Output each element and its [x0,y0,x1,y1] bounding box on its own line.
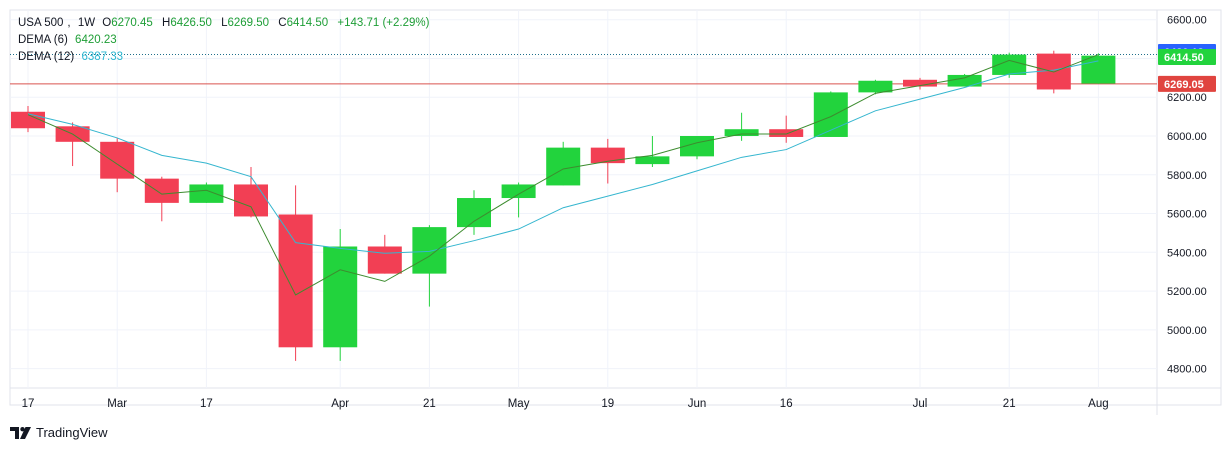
open-label: O [102,17,112,29]
y-tick-label: 6000.00 [1167,131,1207,143]
low-price-tag: 6269.05 [1164,79,1204,91]
dema6-value: 6420.23 [75,34,117,46]
candle-body-up [858,80,893,93]
ohlc-row: USA 500, 1W O6270.45 H6426.50 L6269.50 C… [18,17,430,29]
y-tick-label: 5800.00 [1167,170,1207,182]
candle-body-down [144,178,179,203]
dema12-line [27,60,1099,254]
close-value: 6414.50 [286,17,329,29]
candle-body-up [323,246,358,348]
x-tick-label: May [508,398,530,410]
candle-body-down [100,141,135,179]
dema6-row[interactable]: DEMA (6) 6420.23 [18,32,429,49]
candle-body-up [992,54,1027,75]
tradingview-logo-icon [10,426,31,439]
x-tick-label: 16 [780,398,793,410]
high-label: H [162,17,171,29]
candle-body-down [367,246,402,274]
candle-body-up [189,184,224,203]
dema6-line [27,54,1099,296]
x-tick-label: 19 [601,398,614,410]
y-tick-label: 5400.00 [1167,247,1207,259]
close-price-tag: 6414.50 [1164,52,1204,64]
candle-body-up [813,92,848,137]
candle-body-up [457,198,491,228]
candle-body-down [903,79,937,87]
candle-body-down [278,214,313,348]
y-tick-label: 6200.00 [1167,92,1207,104]
tradingview-name: TradingView [36,425,108,440]
x-tick-label: Aug [1088,398,1108,410]
x-tick-label: 17 [200,398,213,410]
candle-body-down [590,147,625,164]
change-value: +143.71 (+2.29%) [337,17,430,29]
candle-body-up [724,129,759,136]
low-price-tag-bg [1158,75,1216,92]
close-price-tag-bg [1158,49,1216,66]
y-tick-label: 5000.00 [1167,325,1207,337]
low-value: 6269.50 [227,17,270,29]
dema12-row[interactable]: DEMA (12) 6387.33 [18,49,429,66]
x-tick-label: Jul [913,398,928,410]
y-tick-label: 5200.00 [1167,286,1207,298]
candle-body-up [1081,55,1116,84]
chart-frame [9,9,1222,406]
dema12-label: DEMA (12) [18,51,75,63]
candle-body-down [234,184,268,217]
candle-body-up [947,74,982,87]
dema12-value: 6387.33 [81,51,124,63]
y-tick-label: 4800.00 [1167,364,1207,376]
x-tick-label: 21 [1003,398,1016,410]
candle-body-up [412,227,447,274]
symbol-name[interactable]: USA 500 [18,17,64,29]
x-tick-label: Apr [331,398,349,410]
y-tick-label: 6600.00 [1167,15,1207,27]
low-label: L [221,17,228,29]
candle-body-down [769,129,804,137]
tradingview-brand[interactable]: TradingView [10,425,108,440]
interval-label[interactable]: 1W [77,17,96,29]
x-tick-label: 17 [22,398,35,410]
x-tick-label: Mar [107,398,127,410]
x-tick-label: Jun [688,398,707,410]
x-tick-label: 21 [423,398,436,410]
high-value: 6426.50 [170,17,212,29]
candle-body-up [501,184,536,199]
open-value: 6270.45 [111,17,153,29]
y-tick-label: 5600.00 [1167,209,1207,221]
dema6-label: DEMA (6) [18,34,68,46]
candle-body-up [635,156,670,165]
chart-legend: USA 500, 1W O6270.45 H6426.50 L6269.50 C… [18,15,429,66]
close-label: C [278,17,287,29]
